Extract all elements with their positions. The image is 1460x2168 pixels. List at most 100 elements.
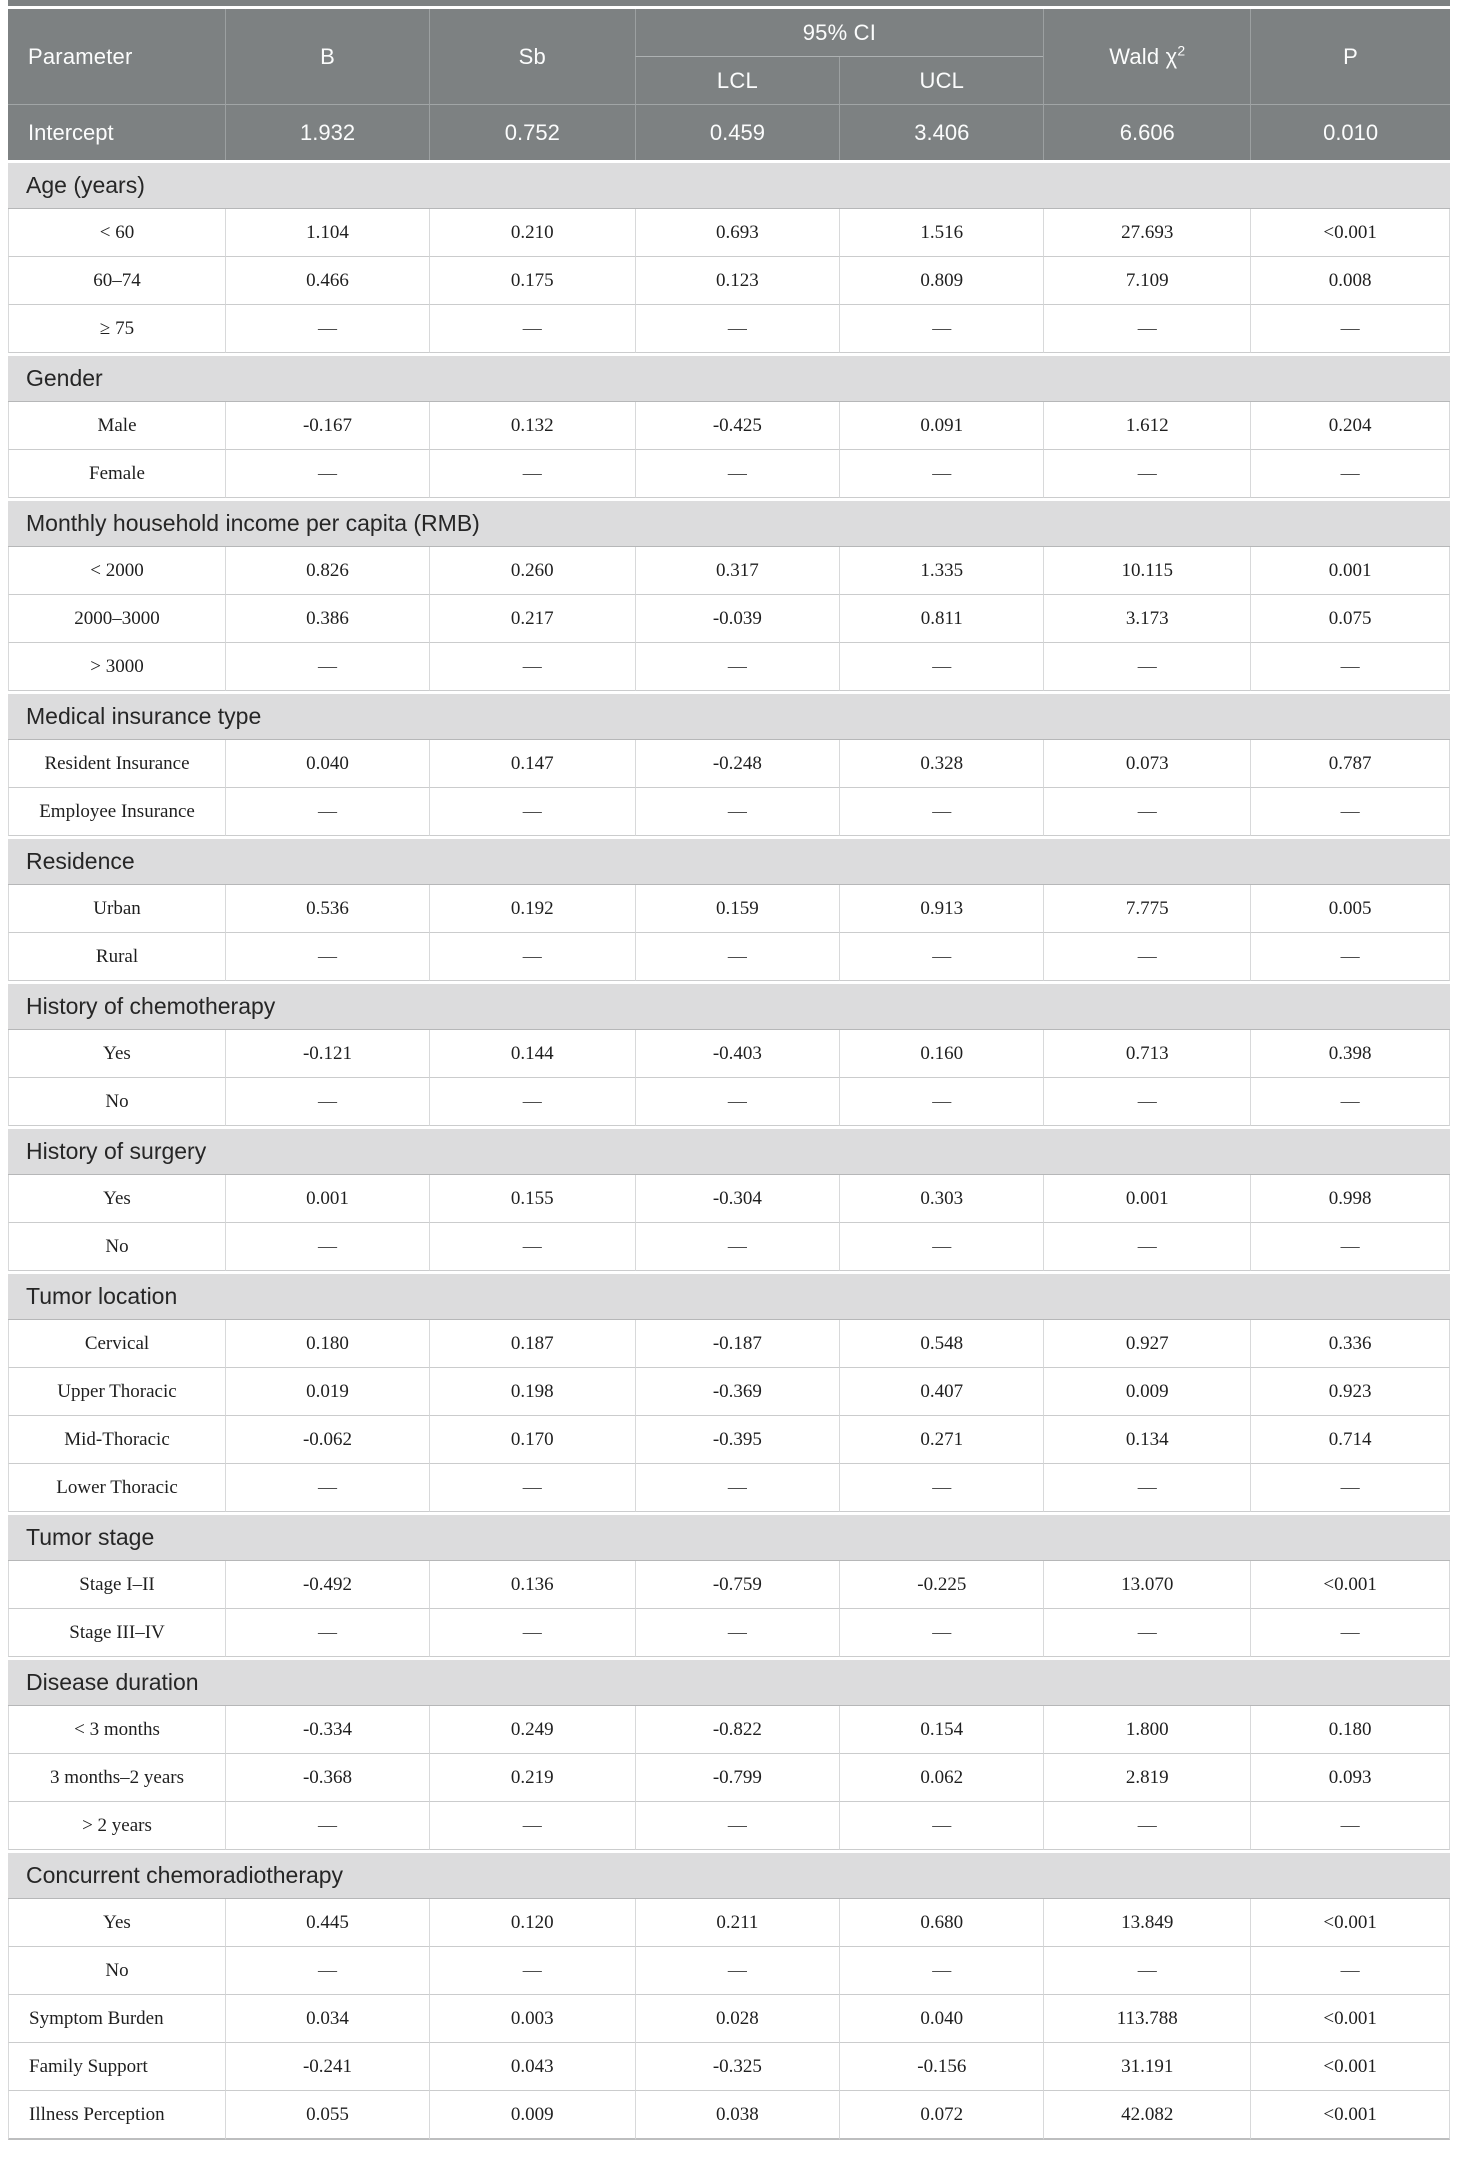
- cell-lcl: 0.317: [634, 547, 840, 595]
- cell-b: 0.445: [225, 1899, 430, 1947]
- cell-sb: —: [429, 1609, 635, 1657]
- cell-wald-chi2: 13.849: [1043, 1899, 1251, 1947]
- cell-ucl: 0.040: [839, 1995, 1044, 2043]
- cell-b: 1.932: [225, 104, 430, 160]
- cell-p: —: [1250, 1947, 1450, 1995]
- table-row: 3 months–2 years -0.368 0.219 -0.799 0.062 2.…: [8, 1754, 1450, 1802]
- row-label: > 2 years: [8, 1802, 226, 1850]
- section-header-row: Gender: [8, 353, 1450, 402]
- table-row: Cervical 0.180 0.187 -0.187 0.548 0.927 0.336: [8, 1320, 1450, 1368]
- cell-sb: —: [429, 1947, 635, 1995]
- table-row: Rural — — — — — —: [8, 933, 1450, 981]
- table-row: Mid-Thoracic -0.062 0.170 -0.395 0.271 0.134 0…: [8, 1416, 1450, 1464]
- row-label: Stage III–IV: [8, 1609, 226, 1657]
- table-row: 60–74 0.466 0.175 0.123 0.809 7.109 0.008: [8, 257, 1450, 305]
- cell-b: 0.040: [225, 740, 430, 788]
- cell-ucl: 0.154: [839, 1706, 1044, 1754]
- row-label: Cervical: [8, 1320, 226, 1368]
- cell-lcl: —: [634, 1223, 840, 1271]
- table-row: > 3000— — — — — —: [8, 643, 1450, 691]
- cell-b: —: [225, 1947, 430, 1995]
- table-header: Parameter B Sb 95% CI Wald χ2 P LCL UCL: [8, 9, 1450, 104]
- table-row: No — — — — — —: [8, 1078, 1450, 1126]
- col-header-95ci: 95% CI: [634, 9, 1044, 57]
- cell-sb: 0.170: [429, 1416, 635, 1464]
- cell-ucl: 3.406: [839, 104, 1044, 160]
- section-title: Monthly household income per capita (RMB…: [8, 498, 1450, 547]
- cell-ucl: -0.156: [839, 2043, 1044, 2091]
- cell-sb: —: [429, 305, 635, 353]
- cell-sb: 0.120: [429, 1899, 635, 1947]
- section-header-row: Concurrent chemoradiotherapy: [8, 1850, 1450, 1899]
- cell-b: -0.121: [225, 1030, 430, 1078]
- table-row: Illness Perception 0.055 0.009 0.038 0.072 42…: [8, 2091, 1450, 2140]
- cell-p: <0.001: [1250, 209, 1450, 257]
- cell-p: —: [1250, 1802, 1450, 1850]
- row-label: Urban: [8, 885, 226, 933]
- cell-b: -0.368: [225, 1754, 430, 1802]
- cell-lcl: -0.039: [634, 595, 840, 643]
- row-label: < 60: [8, 209, 226, 257]
- section-header-row: Disease duration: [8, 1657, 1450, 1706]
- cell-lcl: 0.123: [634, 257, 840, 305]
- cell-sb: 0.132: [429, 402, 635, 450]
- cell-p: —: [1250, 305, 1450, 353]
- cell-wald-chi2: —: [1043, 1609, 1251, 1657]
- cell-ucl: —: [839, 1464, 1044, 1512]
- cell-ucl: 0.062: [839, 1754, 1044, 1802]
- row-label: No: [8, 1078, 226, 1126]
- col-header-sb: Sb: [429, 9, 635, 104]
- cell-b: -0.334: [225, 1706, 430, 1754]
- row-label: ≥ 75: [8, 305, 226, 353]
- section-title: Disease duration: [8, 1657, 1450, 1706]
- cell-sb: —: [429, 1802, 635, 1850]
- cell-sb: 0.192: [429, 885, 635, 933]
- row-label: No: [8, 1223, 226, 1271]
- cell-p: 0.008: [1250, 257, 1450, 305]
- table-row: No — — — — — —: [8, 1947, 1450, 1995]
- cell-p: 0.204: [1250, 402, 1450, 450]
- row-label: < 3 months: [8, 1706, 226, 1754]
- cell-wald-chi2: 31.191: [1043, 2043, 1251, 2091]
- cell-wald-chi2: —: [1043, 1947, 1251, 1995]
- cell-b: 0.001: [225, 1175, 430, 1223]
- cell-p: 0.336: [1250, 1320, 1450, 1368]
- section-title: Tumor stage: [8, 1512, 1450, 1561]
- cell-ucl: 1.516: [839, 209, 1044, 257]
- row-label: Yes: [8, 1899, 226, 1947]
- cell-sb: 0.136: [429, 1561, 635, 1609]
- cell-p: <0.001: [1250, 1995, 1450, 2043]
- cell-b: —: [225, 1078, 430, 1126]
- cell-lcl: -0.403: [634, 1030, 840, 1078]
- cell-wald-chi2: —: [1043, 1223, 1251, 1271]
- row-label: Employee Insurance: [8, 788, 226, 836]
- cell-ucl: 0.328: [839, 740, 1044, 788]
- row-label: Intercept: [8, 104, 226, 160]
- row-label: No: [8, 1947, 226, 1995]
- cell-p: —: [1250, 788, 1450, 836]
- cell-p: 0.923: [1250, 1368, 1450, 1416]
- cell-ucl: —: [839, 788, 1044, 836]
- section-title: Age (years): [8, 160, 1450, 209]
- row-label: 60–74: [8, 257, 226, 305]
- cell-ucl: —: [839, 1802, 1044, 1850]
- cell-lcl: -0.759: [634, 1561, 840, 1609]
- cell-ucl: —: [839, 305, 1044, 353]
- col-header-lcl: LCL: [634, 57, 840, 104]
- cell-lcl: —: [634, 1609, 840, 1657]
- cell-p: —: [1250, 1464, 1450, 1512]
- cell-sb: 0.175: [429, 257, 635, 305]
- cell-p: <0.001: [1250, 2043, 1450, 2091]
- cell-ucl: 0.913: [839, 885, 1044, 933]
- cell-ucl: -0.225: [839, 1561, 1044, 1609]
- section-title: Tumor location: [8, 1271, 1450, 1320]
- row-label: Yes: [8, 1030, 226, 1078]
- cell-lcl: 0.459: [634, 104, 840, 160]
- cell-lcl: —: [634, 643, 840, 691]
- section-header-row: Age (years): [8, 160, 1450, 209]
- cell-wald-chi2: —: [1043, 933, 1251, 981]
- section-title: History of chemotherapy: [8, 981, 1450, 1030]
- row-label: < 2000: [8, 547, 226, 595]
- cell-sb: 0.155: [429, 1175, 635, 1223]
- cell-sb: —: [429, 933, 635, 981]
